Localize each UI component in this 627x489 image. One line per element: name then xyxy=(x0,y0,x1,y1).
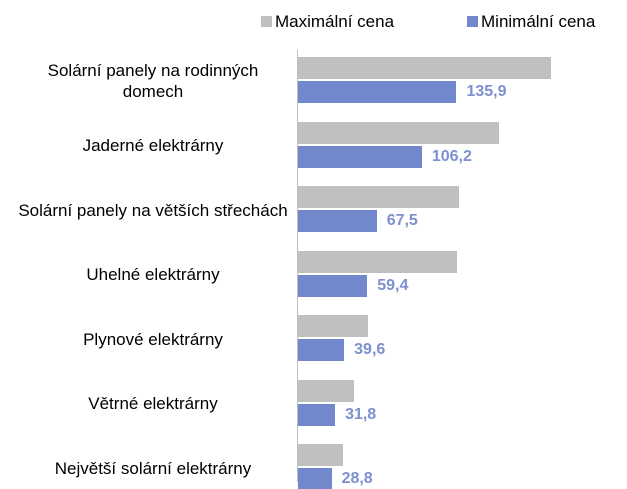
category-label: Uhelné elektrárny xyxy=(86,265,220,284)
value-label: 106,2 xyxy=(431,147,472,165)
legend-label: Maximální cena xyxy=(275,12,395,31)
bar xyxy=(298,444,344,466)
value-label: 135,9 xyxy=(466,83,507,100)
category-label: Plynové elektrárny xyxy=(83,329,223,349)
category-label: Větrné elektrárny xyxy=(88,394,218,413)
legend-label: Minimální cena xyxy=(481,12,596,31)
axis-line xyxy=(297,50,298,482)
category-label: Jaderné elektrárny xyxy=(82,136,224,155)
value-label: 39,6 xyxy=(354,341,386,358)
bar xyxy=(298,210,377,232)
category-label: Největší solární elektrárny xyxy=(54,458,252,478)
category-label: Solární panely na větších střechách xyxy=(18,200,288,220)
bar xyxy=(298,403,336,426)
bar xyxy=(298,145,422,168)
bar xyxy=(298,57,551,79)
legend-swatch xyxy=(467,16,478,27)
bar xyxy=(298,186,459,208)
value-label: 67,5 xyxy=(386,212,418,229)
bar xyxy=(298,81,457,103)
bar xyxy=(298,250,457,273)
value-label: 31,8 xyxy=(345,405,377,423)
bar xyxy=(298,274,368,297)
bar xyxy=(298,379,354,402)
bar xyxy=(298,468,332,489)
category-label: Solární panely na rodinných domech xyxy=(47,61,259,101)
bar xyxy=(298,339,345,361)
legend-swatch xyxy=(261,16,272,27)
value-label: 59,4 xyxy=(377,276,409,294)
bar xyxy=(298,121,499,144)
value-label: 28,8 xyxy=(341,470,373,487)
bar xyxy=(298,315,368,337)
